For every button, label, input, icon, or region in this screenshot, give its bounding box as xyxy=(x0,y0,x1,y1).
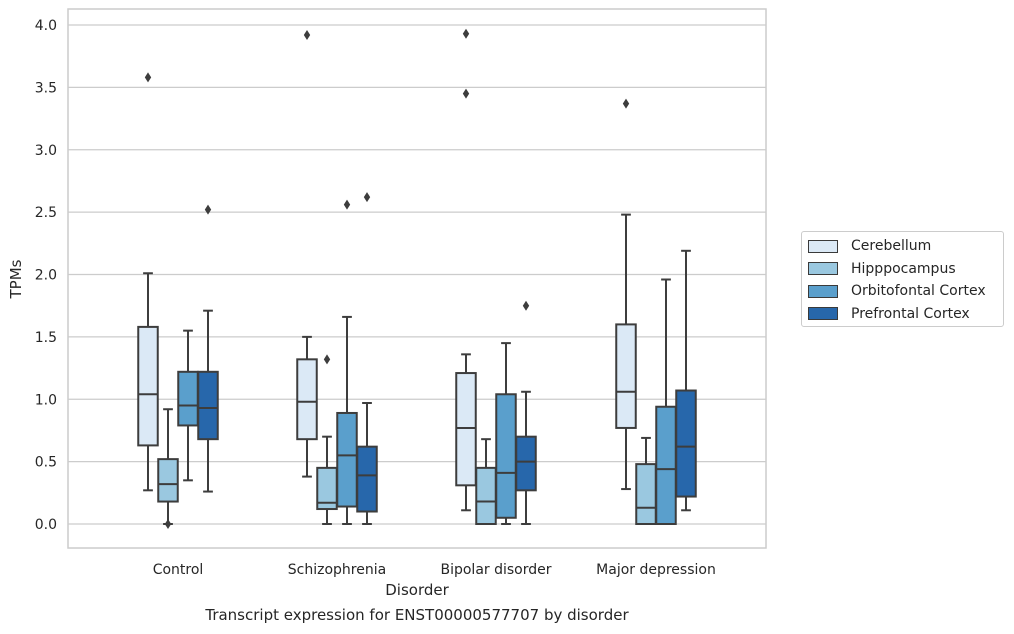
x-tick-label: Major depression xyxy=(596,562,716,578)
chart-caption: Transcript expression for ENST0000057770… xyxy=(205,606,629,624)
x-tick-label: Bipolar disorder xyxy=(440,562,551,578)
box xyxy=(635,463,657,525)
box-groups xyxy=(137,28,697,529)
box xyxy=(615,323,637,429)
box-group xyxy=(675,249,697,512)
box xyxy=(655,405,677,525)
y-tick-label: 1.0 xyxy=(35,392,57,408)
box-group xyxy=(475,438,497,525)
outlier-point xyxy=(164,519,172,529)
box-group xyxy=(336,199,358,525)
box xyxy=(356,445,378,513)
legend-label: Orbitofontal Cortex xyxy=(851,283,986,300)
y-tick-label: 4.0 xyxy=(35,18,57,34)
box-group xyxy=(495,342,517,525)
box xyxy=(455,372,477,487)
box-group xyxy=(455,28,477,512)
y-axis-label: TPMs xyxy=(7,259,25,299)
box xyxy=(336,411,358,508)
legend-label: Hipppocampus xyxy=(851,260,956,277)
legend: Cerebellum Hipppocampus Orbitofontal Corte… xyxy=(801,231,1004,327)
outlier-point xyxy=(303,29,311,40)
box-group xyxy=(296,29,318,478)
outlier-point xyxy=(204,204,212,215)
y-tick-label: 1.5 xyxy=(35,330,57,346)
box-group xyxy=(177,329,199,482)
box-group xyxy=(197,204,219,493)
x-axis-label: Disorder xyxy=(385,581,449,599)
legend-label: Prefrontal Cortex xyxy=(851,305,970,322)
y-tick-label: 3.5 xyxy=(35,80,57,96)
box-group xyxy=(316,354,338,525)
box xyxy=(675,389,697,498)
box-group xyxy=(515,300,537,525)
y-tick-label: 3.0 xyxy=(35,143,57,159)
legend-item: Orbitofontal Cortex xyxy=(808,280,1003,303)
box xyxy=(137,325,159,447)
outlier-point xyxy=(343,199,351,210)
outlier-point xyxy=(363,192,371,203)
box-group xyxy=(356,192,378,525)
box xyxy=(197,370,219,441)
legend-item: Prefrontal Cortex xyxy=(808,303,1003,326)
y-tick-label: 0.0 xyxy=(35,517,57,533)
legend-swatch xyxy=(808,307,838,321)
box-group xyxy=(137,72,159,492)
legend-swatch xyxy=(808,239,838,253)
box xyxy=(157,458,179,503)
y-tick-label: 2.5 xyxy=(35,205,57,221)
box-group xyxy=(635,436,657,525)
y-tick-labels: 0.0 0.5 1.0 1.5 2.0 2.5 3.0 3.5 4.0 xyxy=(35,18,57,533)
legend-label: Cerebellum xyxy=(851,238,932,255)
box-group xyxy=(655,278,677,525)
box-group xyxy=(615,98,637,491)
box xyxy=(475,466,497,525)
x-tick-label: Control xyxy=(153,562,204,578)
box xyxy=(177,370,199,427)
outlier-point xyxy=(323,354,331,365)
outlier-point xyxy=(622,98,630,109)
x-tick-labels: Control Schizophrenia Bipolar disorder Majo… xyxy=(153,562,716,578)
x-tick-label: Schizophrenia xyxy=(288,562,386,578)
outlier-point xyxy=(144,72,152,83)
legend-item: Cerebellum xyxy=(808,235,1003,258)
plot-frame xyxy=(67,8,767,549)
legend-swatch xyxy=(808,284,838,298)
outlier-point xyxy=(462,28,470,39)
outlier-point xyxy=(522,300,530,311)
box xyxy=(296,358,318,441)
y-tick-label: 0.5 xyxy=(35,455,57,471)
outlier-point xyxy=(462,88,470,99)
y-tick-label: 2.0 xyxy=(35,268,57,284)
legend-item: Hipppocampus xyxy=(808,258,1003,281)
box xyxy=(495,393,517,519)
legend-swatch xyxy=(808,262,838,276)
box xyxy=(515,435,537,492)
box-group xyxy=(157,408,179,529)
